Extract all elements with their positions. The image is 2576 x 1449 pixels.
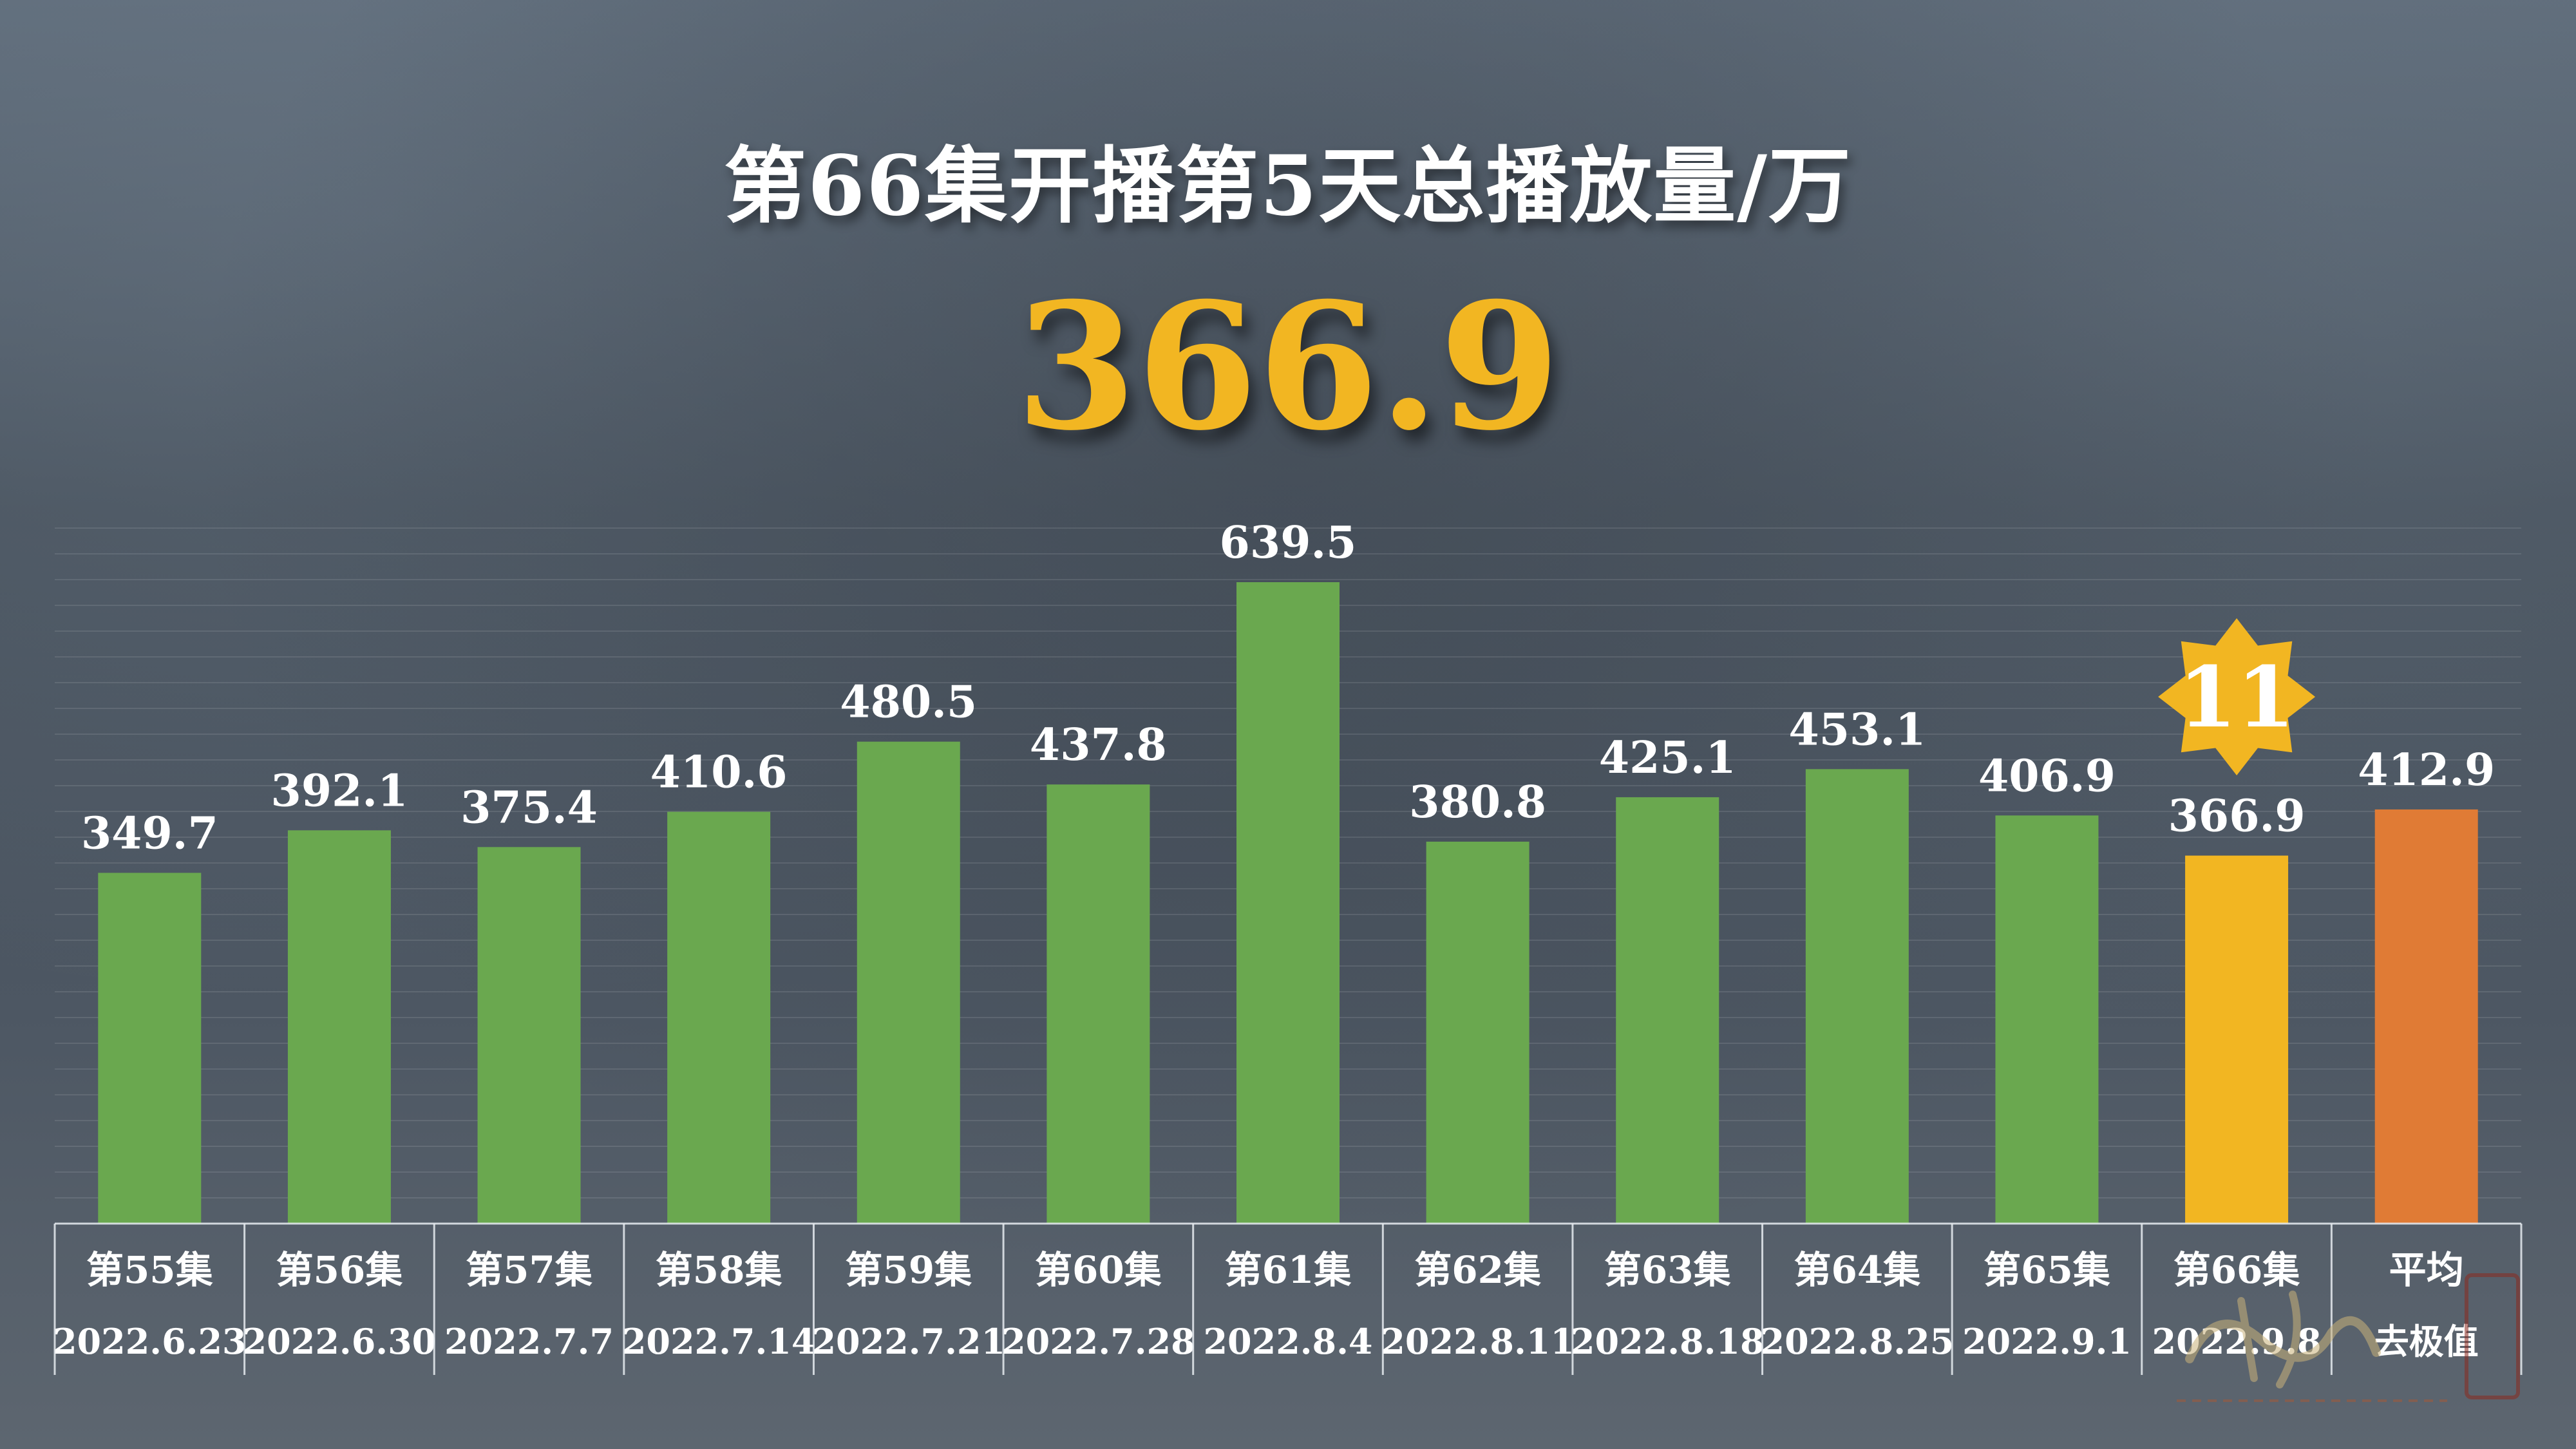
bar-4 xyxy=(667,811,771,1224)
category-label: 第63集 xyxy=(1604,1248,1731,1292)
date-label: 2022.7.21 xyxy=(811,1321,1005,1362)
bar-7 xyxy=(1236,582,1340,1224)
bar-11 xyxy=(1995,815,2099,1224)
category-label: 第65集 xyxy=(1984,1248,2110,1292)
date-label: 2022.8.25 xyxy=(1761,1321,1955,1362)
seal-watermark-icon xyxy=(2177,1273,2520,1402)
category-label: 第59集 xyxy=(845,1248,972,1292)
bar-value-label: 375.4 xyxy=(460,782,598,833)
date-label: 2022.9.1 xyxy=(1962,1321,2132,1362)
bar-value-label: 392.1 xyxy=(270,765,408,817)
bar-12 xyxy=(2185,855,2289,1224)
rank-badge: 11 xyxy=(2158,618,2316,775)
category-label: 第58集 xyxy=(656,1248,782,1292)
bar-value-label: 406.9 xyxy=(1978,750,2116,802)
bar-value-label: 453.1 xyxy=(1788,704,1926,755)
bar-13 xyxy=(2374,809,2478,1224)
bar-value-label: 412.9 xyxy=(2358,744,2495,796)
bar-value-label: 366.9 xyxy=(2168,791,2306,842)
date-label: 2022.6.23 xyxy=(53,1321,247,1362)
rank-badge-star-icon xyxy=(2158,618,2316,775)
bars xyxy=(98,582,2478,1224)
date-label: 去极值 xyxy=(2374,1321,2479,1362)
bar-2 xyxy=(287,830,391,1224)
bar-1 xyxy=(98,873,202,1224)
category-label: 平均 xyxy=(2389,1248,2464,1292)
date-label: 2022.7.28 xyxy=(1001,1321,1195,1362)
category-label: 第56集 xyxy=(276,1248,403,1292)
date-label: 2022.8.18 xyxy=(1571,1321,1765,1362)
bar-value-label: 410.6 xyxy=(650,747,788,799)
bar-value-label: 349.7 xyxy=(81,808,218,859)
bar-value-label: 380.8 xyxy=(1409,777,1546,828)
category-table: 第55集 2022.6.23 第56集 2022.6.30 第57集 2022.7.7 第5… xyxy=(53,1222,2523,1375)
date-label: 2022.7.7 xyxy=(444,1321,614,1362)
bar-10 xyxy=(1805,769,1909,1224)
date-label: 2022.8.11 xyxy=(1381,1321,1575,1362)
value-labels: 349.7 392.1 375.4 410.6 480.5 437.8 639.5 380.8… xyxy=(81,517,2495,859)
chart-title: 第66集开播第5天总播放量/万 xyxy=(724,138,1852,234)
date-label: 2022.7.14 xyxy=(622,1321,816,1362)
category-label: 第61集 xyxy=(1225,1248,1352,1292)
date-label: 2022.6.30 xyxy=(243,1321,437,1362)
category-label: 第55集 xyxy=(86,1248,213,1292)
bar-9 xyxy=(1616,797,1719,1224)
bar-value-label: 425.1 xyxy=(1599,732,1736,784)
bar-value-label: 480.5 xyxy=(840,677,977,728)
category-label: 第60集 xyxy=(1035,1248,1162,1292)
highlight-value: 366.9 xyxy=(1016,264,1560,469)
category-label: 第62集 xyxy=(1414,1248,1541,1292)
category-label: 第64集 xyxy=(1794,1248,1920,1292)
bar-6 xyxy=(1046,784,1150,1224)
bar-3 xyxy=(477,847,581,1224)
bar-value-label: 437.8 xyxy=(1030,719,1167,771)
bar-8 xyxy=(1426,841,1530,1224)
date-label: 2022.8.4 xyxy=(1203,1321,1372,1362)
rank-badge-text: 11 xyxy=(2179,648,2295,746)
bar-5 xyxy=(857,741,960,1224)
category-label: 第57集 xyxy=(466,1248,592,1292)
category-label: 第66集 xyxy=(2174,1248,2300,1292)
bar-value-label: 639.5 xyxy=(1220,517,1357,569)
